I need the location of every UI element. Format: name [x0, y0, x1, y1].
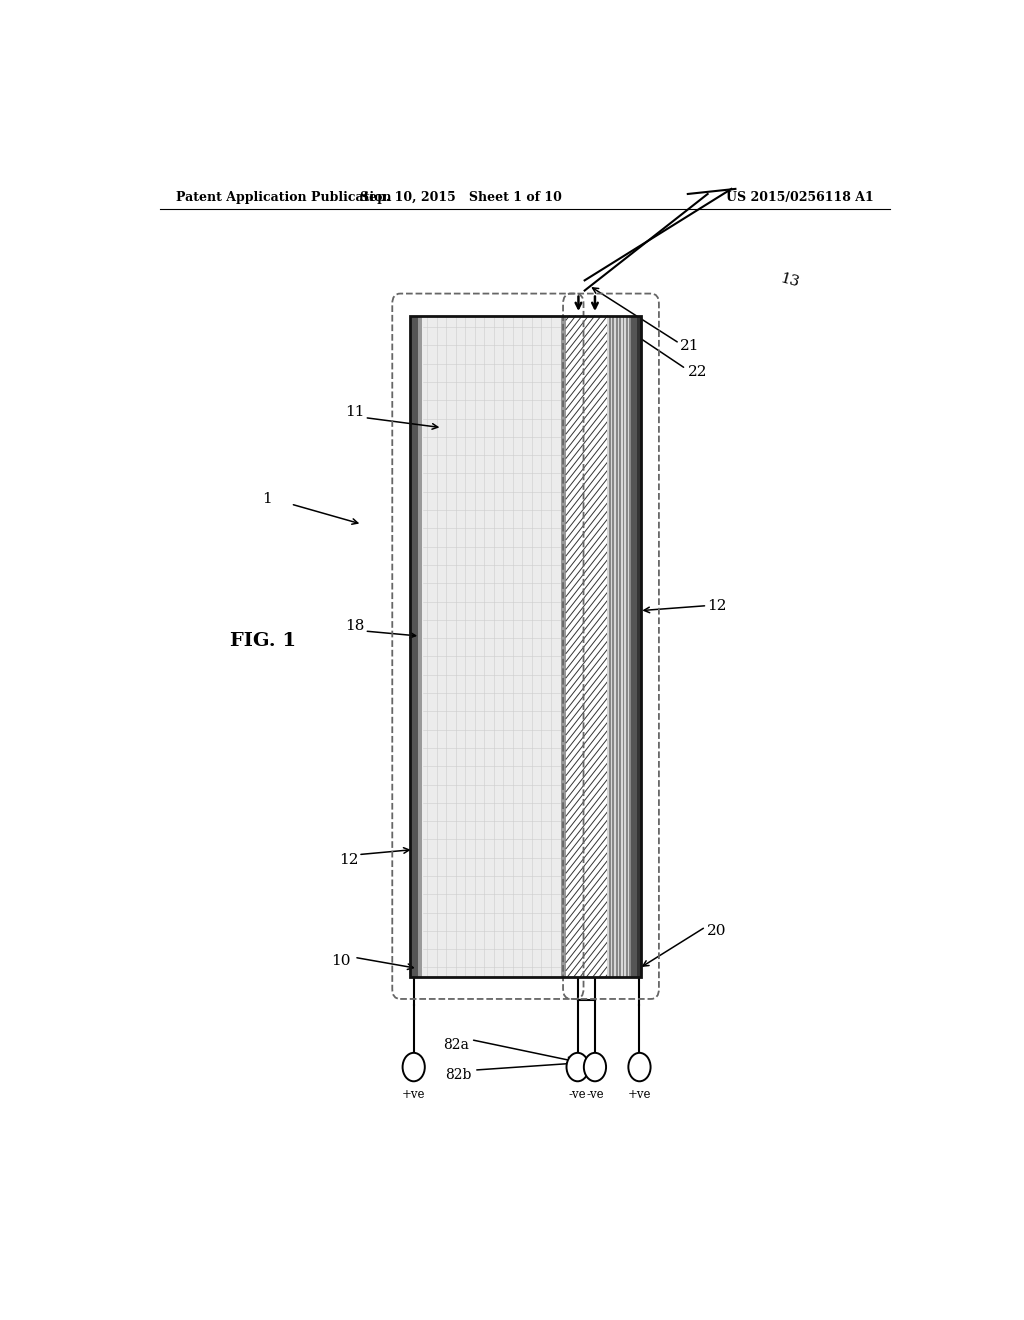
Bar — [612, 315, 614, 977]
Bar — [638, 315, 641, 977]
Text: 21: 21 — [680, 339, 699, 354]
Text: 20: 20 — [708, 924, 727, 939]
Text: 10: 10 — [331, 954, 350, 969]
Bar — [623, 315, 625, 977]
Text: 12: 12 — [708, 598, 727, 612]
Bar — [630, 315, 631, 977]
Text: 13: 13 — [778, 271, 801, 289]
Circle shape — [566, 1053, 589, 1081]
Bar — [626, 315, 628, 977]
Text: Patent Application Publication: Patent Application Publication — [176, 190, 391, 203]
Bar — [423, 315, 561, 977]
Text: 82a: 82a — [443, 1038, 469, 1052]
Text: US 2015/0256118 A1: US 2015/0256118 A1 — [726, 190, 873, 203]
Bar — [617, 315, 620, 977]
Text: +ve: +ve — [628, 1089, 651, 1101]
Bar — [631, 315, 638, 977]
Text: 1: 1 — [262, 492, 271, 506]
Bar — [609, 315, 610, 977]
Bar — [615, 315, 617, 977]
Bar — [566, 315, 607, 977]
Text: 12: 12 — [339, 853, 358, 867]
Text: 22: 22 — [687, 364, 707, 379]
Bar — [620, 315, 621, 977]
Text: 11: 11 — [345, 405, 365, 420]
Text: +ve: +ve — [402, 1089, 425, 1101]
Bar — [625, 315, 626, 977]
Text: 82b: 82b — [445, 1068, 472, 1082]
Circle shape — [584, 1053, 606, 1081]
Bar — [610, 315, 612, 977]
Text: -ve: -ve — [586, 1089, 604, 1101]
Bar — [418, 315, 423, 977]
Text: -ve: -ve — [568, 1089, 587, 1101]
Bar — [561, 315, 566, 977]
Bar — [621, 315, 623, 977]
Bar — [628, 315, 630, 977]
Circle shape — [402, 1053, 425, 1081]
Text: FIG. 1: FIG. 1 — [229, 632, 296, 651]
Text: 18: 18 — [345, 619, 365, 634]
Text: Sep. 10, 2015   Sheet 1 of 10: Sep. 10, 2015 Sheet 1 of 10 — [360, 190, 562, 203]
Bar — [410, 315, 641, 977]
Bar — [607, 315, 609, 977]
Circle shape — [629, 1053, 650, 1081]
Bar — [410, 315, 418, 977]
Bar — [614, 315, 615, 977]
